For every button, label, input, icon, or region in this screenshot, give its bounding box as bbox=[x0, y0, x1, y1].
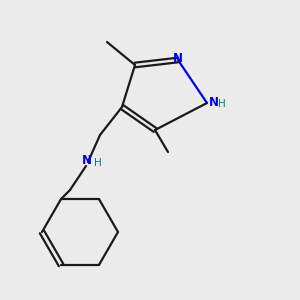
Text: H: H bbox=[94, 158, 102, 168]
Text: N: N bbox=[82, 154, 92, 167]
Text: H: H bbox=[218, 99, 226, 109]
Text: N: N bbox=[173, 52, 183, 65]
Text: N: N bbox=[209, 97, 219, 110]
